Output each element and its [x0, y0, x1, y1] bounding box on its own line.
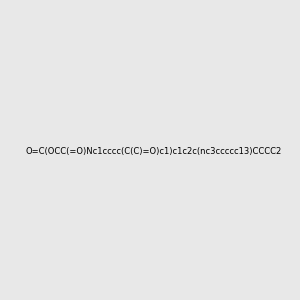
Text: O=C(OCC(=O)Nc1cccc(C(C)=O)c1)c1c2c(nc3ccccc13)CCCC2: O=C(OCC(=O)Nc1cccc(C(C)=O)c1)c1c2c(nc3cc… — [26, 147, 282, 156]
